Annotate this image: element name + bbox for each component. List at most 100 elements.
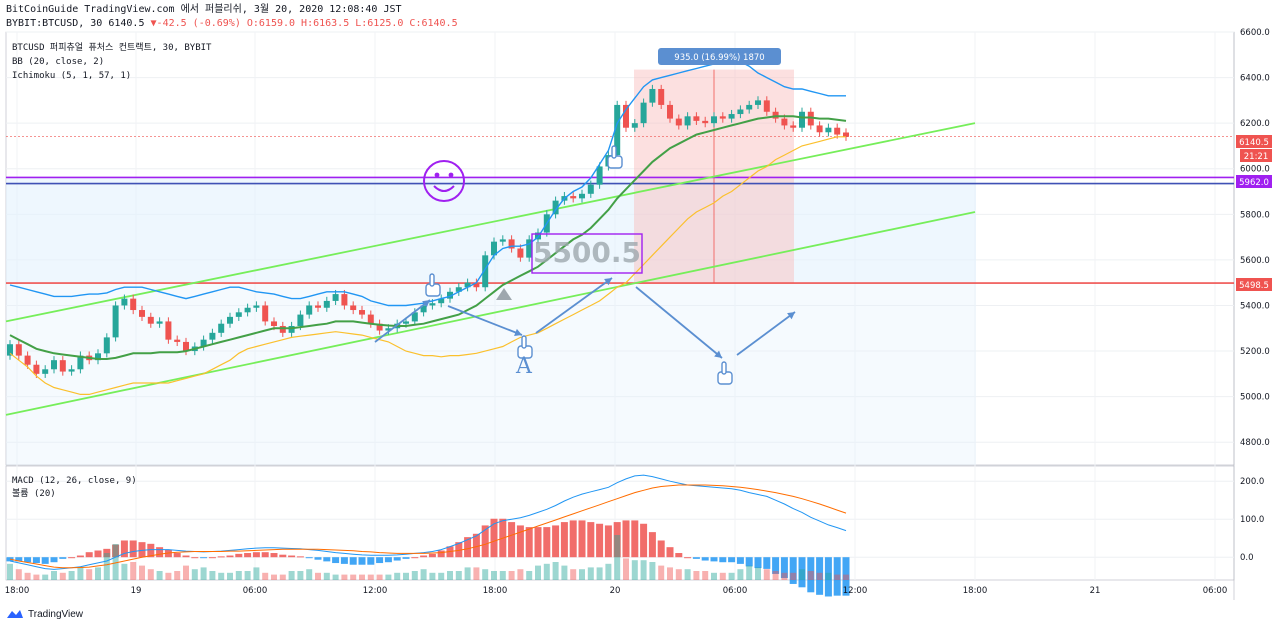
- macd-histogram-bar: [464, 537, 472, 558]
- volume-bar: [464, 567, 471, 580]
- macd-histogram-bar: [824, 557, 832, 597]
- price-tick-label: 6000.0: [1240, 165, 1270, 175]
- macd-histogram-bar: [428, 553, 436, 558]
- price-tick-label: 6600.0: [1240, 28, 1270, 38]
- candle-body: [667, 104, 673, 119]
- volume-bar: [385, 574, 392, 580]
- macd-label: MACD (12, 26, close, 9): [12, 476, 137, 486]
- candle-body: [420, 305, 427, 313]
- candle-body: [728, 114, 735, 119]
- volume-bar: [552, 562, 559, 580]
- macd-histogram-bar: [252, 552, 260, 558]
- candle-body: [350, 305, 357, 311]
- volume-bar: [394, 572, 401, 580]
- macd-histogram-bar: [692, 557, 700, 559]
- candle-body: [103, 337, 110, 354]
- volume-bar: [227, 572, 233, 580]
- candle-body: [174, 339, 181, 342]
- volume-bar: [561, 565, 568, 580]
- candle-body: [235, 312, 242, 317]
- macd-histogram-bar: [340, 557, 348, 564]
- volume-bar: [763, 569, 770, 580]
- macd-tick-label: 100.0: [1240, 515, 1264, 525]
- candle-body: [51, 360, 57, 370]
- price-tick-label: 5600.0: [1240, 256, 1270, 266]
- arrow-line: [736, 311, 796, 356]
- macd-histogram-bar: [393, 557, 401, 561]
- macd-histogram-bar: [807, 557, 815, 593]
- candle-body: [95, 353, 101, 361]
- volume-bar: [147, 569, 154, 580]
- volume-bar: [174, 571, 181, 580]
- macd-histogram-bar: [138, 542, 146, 558]
- svg-text:21:21: 21:21: [1244, 152, 1269, 162]
- footer-brand[interactable]: TradingView: [6, 608, 83, 620]
- volume-bar: [711, 572, 717, 580]
- candle-body: [156, 321, 163, 324]
- candle-body: [15, 344, 22, 356]
- hand-pointer-icon: [517, 335, 533, 359]
- panel-symbol: BTCUSD 퍼피츄얼 퓨처스 컨트랙트, 30, BYBIT: [12, 41, 212, 53]
- time-tick-label: 18:00: [483, 586, 508, 596]
- candle-body: [139, 310, 145, 317]
- volume-bar: [376, 574, 383, 580]
- candle-body: [262, 305, 269, 322]
- macd-pane: [6, 474, 850, 597]
- time-tick-label: 18:00: [5, 586, 30, 596]
- macd-tick-label: 200.0: [1240, 477, 1264, 487]
- macd-histogram-bar: [772, 557, 780, 574]
- macd-histogram-bar: [323, 557, 331, 562]
- macd-histogram-bar: [32, 557, 40, 564]
- candle-body: [579, 193, 585, 199]
- macd-histogram-bar: [296, 556, 304, 558]
- macd-histogram-bar: [789, 557, 797, 584]
- time-tick-label: 12:00: [363, 586, 388, 596]
- volume-bar: [42, 574, 49, 580]
- letter-annotation: A: [515, 354, 533, 379]
- candle-body: [279, 325, 286, 333]
- arrow-line: [635, 286, 723, 359]
- macd-histogram-bar: [701, 557, 709, 561]
- time-tick-label: 21: [1090, 586, 1101, 596]
- volume-bar: [191, 569, 198, 580]
- volume-bar: [491, 571, 497, 580]
- volume-bar: [499, 571, 506, 580]
- time-tick-label: 19: [131, 586, 142, 596]
- macd-histogram-bar: [156, 547, 164, 558]
- svg-text:5962.0: 5962.0: [1239, 178, 1269, 188]
- price-tick-label: 5800.0: [1240, 210, 1270, 220]
- candle-body: [517, 248, 524, 258]
- macd-histogram-bar: [120, 540, 128, 558]
- volume-bar: [623, 558, 629, 580]
- volume-bar: [816, 572, 823, 580]
- up-triangle-icon: [496, 288, 512, 300]
- candle-body: [675, 118, 682, 126]
- candle-body: [24, 355, 31, 365]
- volume-bar: [15, 569, 22, 580]
- candle-body: [253, 305, 260, 308]
- volume-bar: [77, 567, 84, 580]
- candle-body: [59, 360, 66, 372]
- candle-body: [508, 239, 515, 249]
- candle-body: [429, 303, 436, 306]
- volume-bar: [535, 565, 541, 580]
- down-arrow-icon: ▼: [150, 18, 157, 29]
- macd-histogram-bar: [754, 557, 762, 569]
- macd-histogram-bar: [763, 557, 771, 569]
- symbol-price: BYBIT:BTCUSD, 30 6140.5: [6, 18, 145, 29]
- volume-bar: [543, 563, 550, 580]
- overlays: [5, 69, 1234, 465]
- candle-body: [596, 166, 603, 185]
- macd-histogram-bar: [85, 552, 93, 558]
- ohlc-values: O:6159.0 H:6163.5 L:6125.0 C:6140.5: [246, 18, 458, 29]
- svg-text:5498.5: 5498.5: [1239, 281, 1269, 291]
- volume-bar: [165, 572, 172, 580]
- volume-bar: [702, 571, 709, 580]
- volume-bar: [772, 571, 779, 580]
- candle-body: [297, 314, 304, 326]
- macd-histogram-bar: [833, 557, 841, 596]
- volume-bar: [209, 571, 216, 580]
- macd-histogram-bar: [736, 557, 744, 564]
- macd-signal-line: [9, 484, 847, 569]
